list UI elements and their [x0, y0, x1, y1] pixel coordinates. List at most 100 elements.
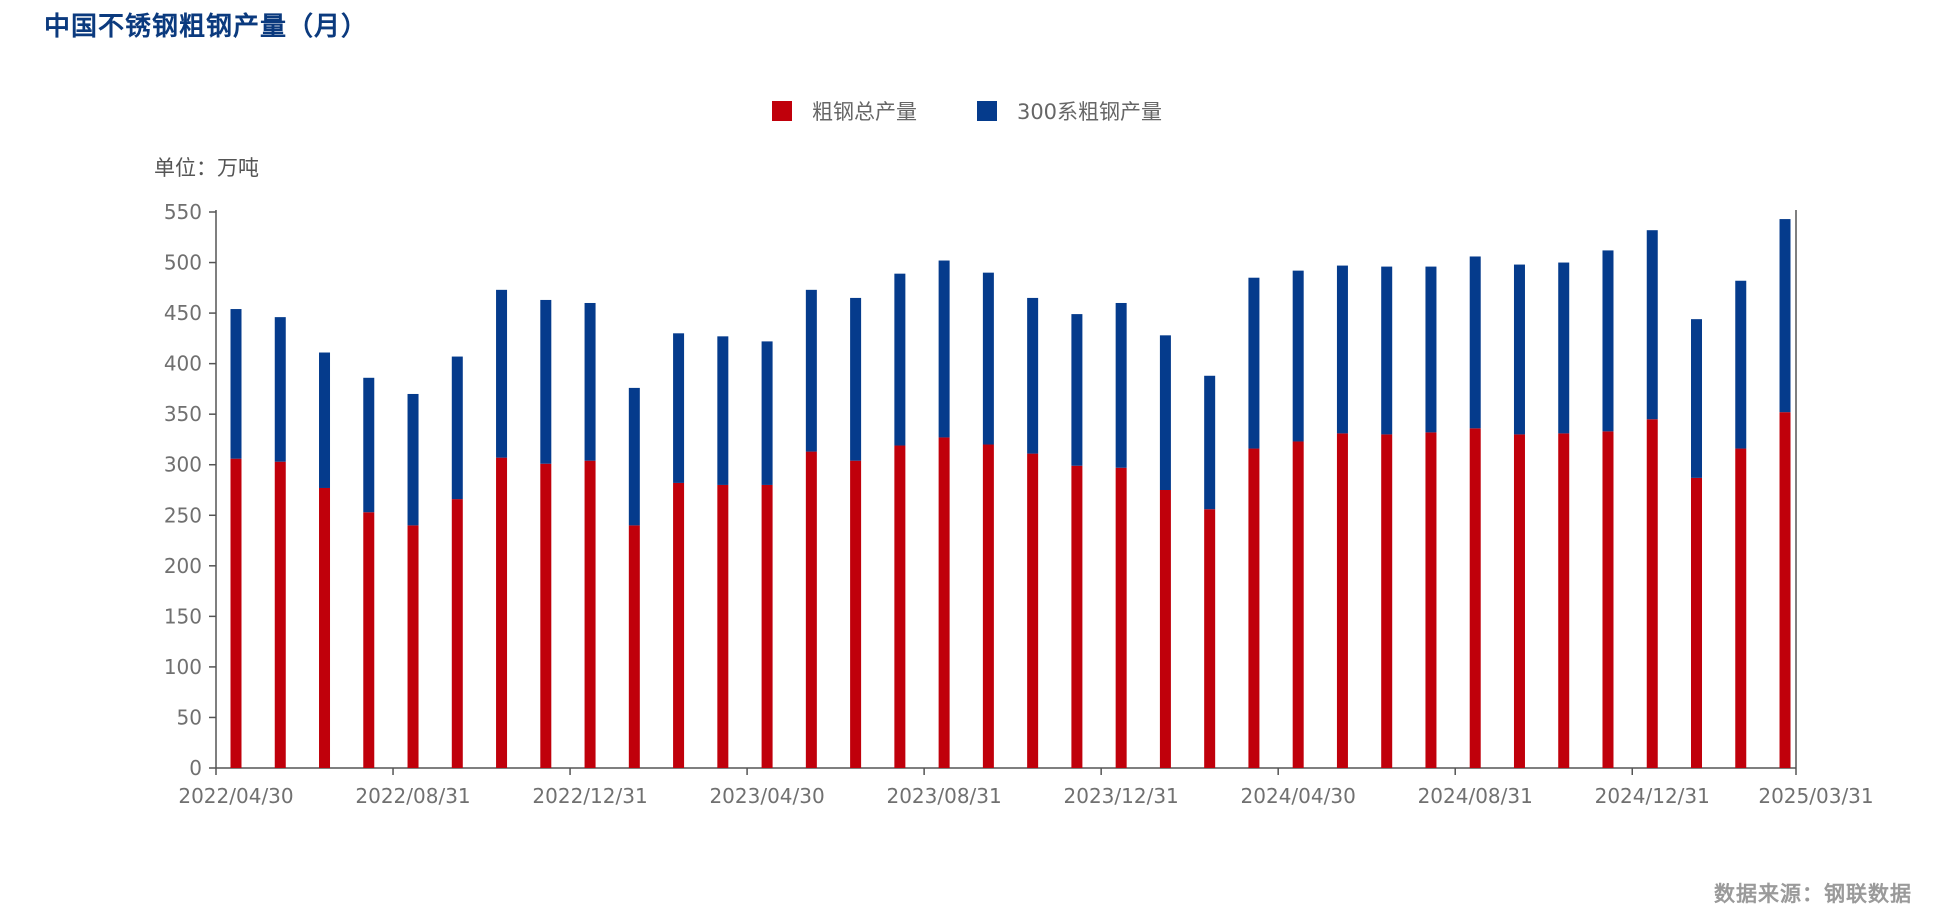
bar-total: [363, 512, 375, 768]
x-tick-label: 2023/08/31: [886, 784, 1001, 808]
bar-300-series: [1115, 302, 1127, 468]
x-tick-label: 2024/08/31: [1418, 784, 1533, 808]
x-tick-label: 2022/04/30: [178, 784, 293, 808]
bar-300-series: [1381, 266, 1393, 435]
y-tick-label: 50: [177, 705, 202, 729]
unit-label: 单位：万吨: [154, 156, 259, 180]
legend-label-300-series: 300系粗钢产量: [1016, 100, 1163, 124]
y-tick-label: 450: [164, 301, 202, 325]
y-tick-label: 250: [164, 503, 202, 527]
legend-item-300-series[interactable]: 300系粗钢产量: [976, 96, 1163, 126]
legend-swatch-300-series: [976, 101, 997, 121]
bar-300-series: [1292, 270, 1304, 442]
bar-300-series: [1558, 262, 1570, 434]
bar-300-series: [805, 289, 817, 452]
bar-total: [584, 460, 596, 768]
bar-300-series: [1027, 297, 1039, 454]
y-tick-label: 550: [164, 200, 202, 224]
y-tick-label: 400: [164, 352, 202, 376]
x-tick-label: 2022/08/31: [355, 784, 470, 808]
bar-300-series: [1691, 319, 1703, 478]
bar-total: [938, 437, 950, 768]
bar-total: [230, 458, 242, 768]
bar-total: [1071, 465, 1083, 768]
bar-300-series: [894, 273, 906, 446]
x-tick-label: 2023/04/30: [709, 784, 824, 808]
bar-300-series: [1513, 264, 1525, 435]
legend: 粗钢总产量 300系粗钢产量: [0, 96, 1934, 126]
bars: [230, 219, 1791, 768]
bar-total: [1248, 448, 1260, 768]
bar-300-series: [673, 333, 685, 483]
bar-total: [1204, 509, 1216, 768]
y-axis: 0 50 100 150 200 250 300 350 400 450 500 550: [164, 200, 1797, 780]
x-axis: 2022/04/30 2022/08/31 2022/12/31 2023/04/30…: [178, 767, 1874, 808]
bar-total: [1558, 433, 1570, 768]
bar-300-series: [761, 341, 773, 485]
bar-total: [673, 482, 685, 768]
y-tick-label: 300: [164, 453, 202, 477]
legend-item-total[interactable]: 粗钢总产量: [771, 96, 917, 126]
bar-total: [407, 525, 419, 768]
bar-300-series: [1248, 277, 1260, 449]
x-tick-label: 2024/12/31: [1595, 784, 1710, 808]
bar-300-series: [628, 387, 640, 526]
bar-300-series: [982, 272, 994, 445]
chart-title: 中国不锈钢粗钢产量（月）: [44, 12, 369, 42]
y-tick-label: 0: [189, 756, 202, 780]
x-tick-label: 2023/12/31: [1064, 784, 1179, 808]
bar-total: [1646, 419, 1658, 768]
bar-total: [982, 444, 994, 768]
bar-total: [540, 463, 552, 768]
bar-total: [805, 451, 817, 768]
bar-300-series: [1336, 265, 1348, 434]
legend-swatch-total: [771, 101, 792, 121]
bar-total: [894, 445, 906, 768]
bar-total: [496, 457, 508, 768]
bar-300-series: [1469, 256, 1481, 429]
bar-300-series: [540, 299, 552, 464]
bar-300-series: [1159, 335, 1171, 490]
y-tick-label: 350: [164, 402, 202, 426]
bar-total: [850, 460, 862, 768]
bar-total: [451, 499, 463, 768]
y-tick-label: 100: [164, 655, 202, 679]
bar-total: [1381, 434, 1393, 768]
bar-total: [628, 525, 640, 768]
bar-300-series: [407, 393, 419, 526]
bar-total: [1513, 434, 1525, 768]
bar-total: [761, 484, 773, 768]
bar-total: [1469, 428, 1481, 768]
bar-300-series: [274, 317, 286, 462]
bar-300-series: [938, 260, 950, 438]
bar-total: [1336, 433, 1348, 768]
bar-total: [1292, 441, 1304, 768]
bar-300-series: [1071, 314, 1083, 466]
data-source: 数据来源：钢联数据: [1714, 881, 1912, 906]
bar-total: [1735, 448, 1747, 768]
bar-total: [717, 484, 729, 768]
bar-300-series: [1204, 375, 1216, 510]
bar-total: [1779, 412, 1791, 768]
bar-300-series: [363, 377, 375, 513]
bar-total: [1159, 490, 1171, 768]
x-tick-label: 2024/04/30: [1241, 784, 1356, 808]
bar-300-series: [584, 302, 596, 461]
bar-300-series: [496, 289, 508, 458]
bar-300-series: [1602, 250, 1614, 432]
bar-300-series: [230, 309, 242, 459]
bar-total: [1425, 432, 1437, 768]
bar-300-series: [1646, 230, 1658, 420]
legend-label-total: 粗钢总产量: [811, 100, 917, 124]
bar-300-series: [850, 297, 862, 461]
y-tick-label: 150: [164, 604, 202, 628]
bar-300-series: [451, 356, 463, 500]
bar-total: [319, 487, 331, 768]
bar-300-series: [1425, 266, 1437, 433]
x-tick-label: 2025/03/31: [1758, 784, 1873, 808]
bar-300-series: [319, 352, 331, 488]
bar-total: [1602, 431, 1614, 768]
bar-300-series: [1735, 280, 1747, 449]
y-tick-label: 500: [164, 251, 202, 275]
